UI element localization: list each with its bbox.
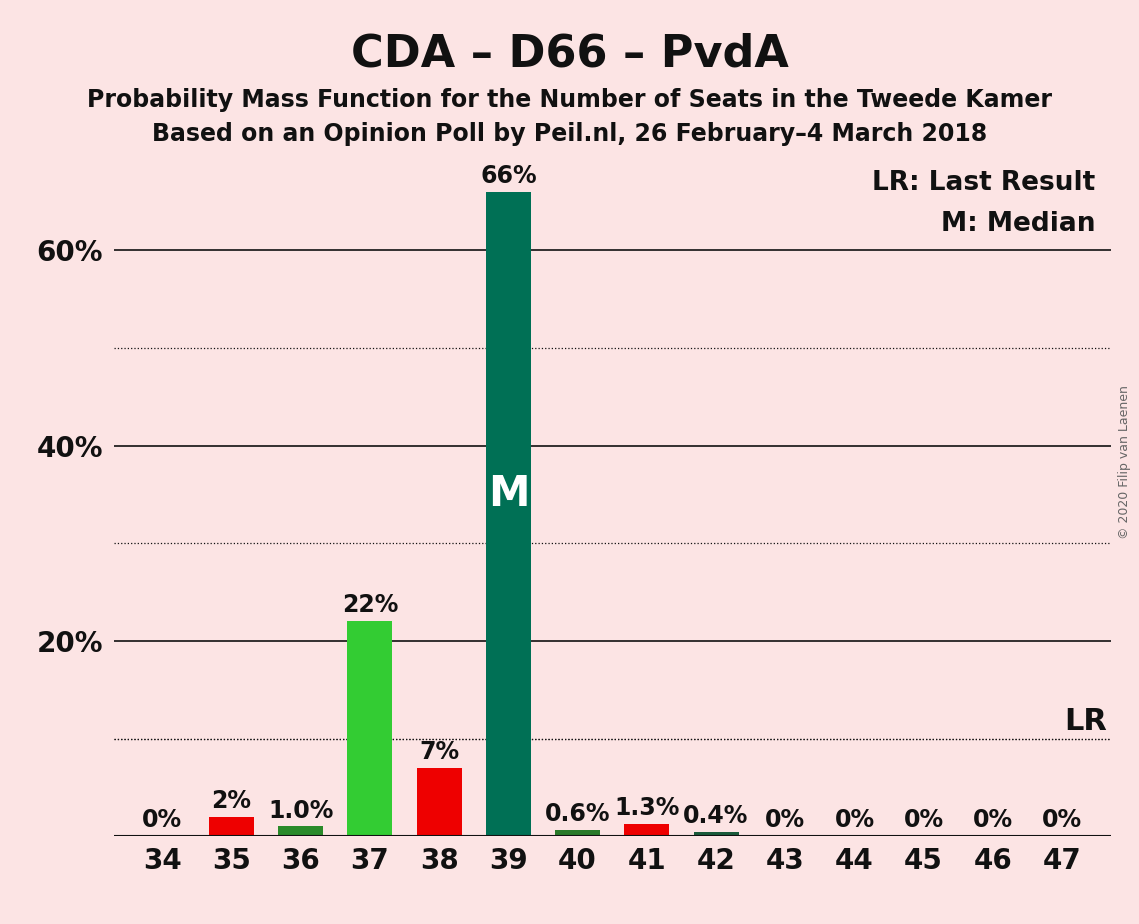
Text: 0%: 0%: [142, 808, 182, 833]
Bar: [417, 768, 461, 836]
Text: 1.3%: 1.3%: [614, 796, 680, 820]
Bar: [210, 817, 254, 836]
Text: 0%: 0%: [1042, 808, 1082, 833]
Bar: [347, 621, 393, 836]
Text: 0%: 0%: [973, 808, 1013, 833]
Bar: [278, 826, 323, 836]
Bar: [694, 833, 738, 836]
Text: 66%: 66%: [480, 164, 536, 188]
Bar: [486, 191, 531, 836]
Text: 0.6%: 0.6%: [544, 802, 611, 826]
Text: 0%: 0%: [835, 808, 875, 833]
Text: 22%: 22%: [342, 593, 399, 617]
Text: © 2020 Filip van Laenen: © 2020 Filip van Laenen: [1118, 385, 1131, 539]
Text: 0.4%: 0.4%: [683, 805, 748, 829]
Text: 7%: 7%: [419, 740, 459, 764]
Bar: [624, 823, 670, 836]
Text: 1.0%: 1.0%: [268, 798, 334, 822]
Text: LR: LR: [1064, 707, 1107, 736]
Bar: [555, 831, 600, 836]
Text: M: Median: M: Median: [941, 211, 1096, 237]
Text: Probability Mass Function for the Number of Seats in the Tweede Kamer: Probability Mass Function for the Number…: [87, 88, 1052, 112]
Text: 0%: 0%: [903, 808, 944, 833]
Text: Based on an Opinion Poll by Peil.nl, 26 February–4 March 2018: Based on an Opinion Poll by Peil.nl, 26 …: [151, 122, 988, 146]
Text: 0%: 0%: [765, 808, 805, 833]
Text: 2%: 2%: [212, 789, 252, 813]
Text: LR: Last Result: LR: Last Result: [872, 170, 1096, 196]
Text: CDA – D66 – PvdA: CDA – D66 – PvdA: [351, 32, 788, 76]
Text: M: M: [487, 473, 530, 516]
